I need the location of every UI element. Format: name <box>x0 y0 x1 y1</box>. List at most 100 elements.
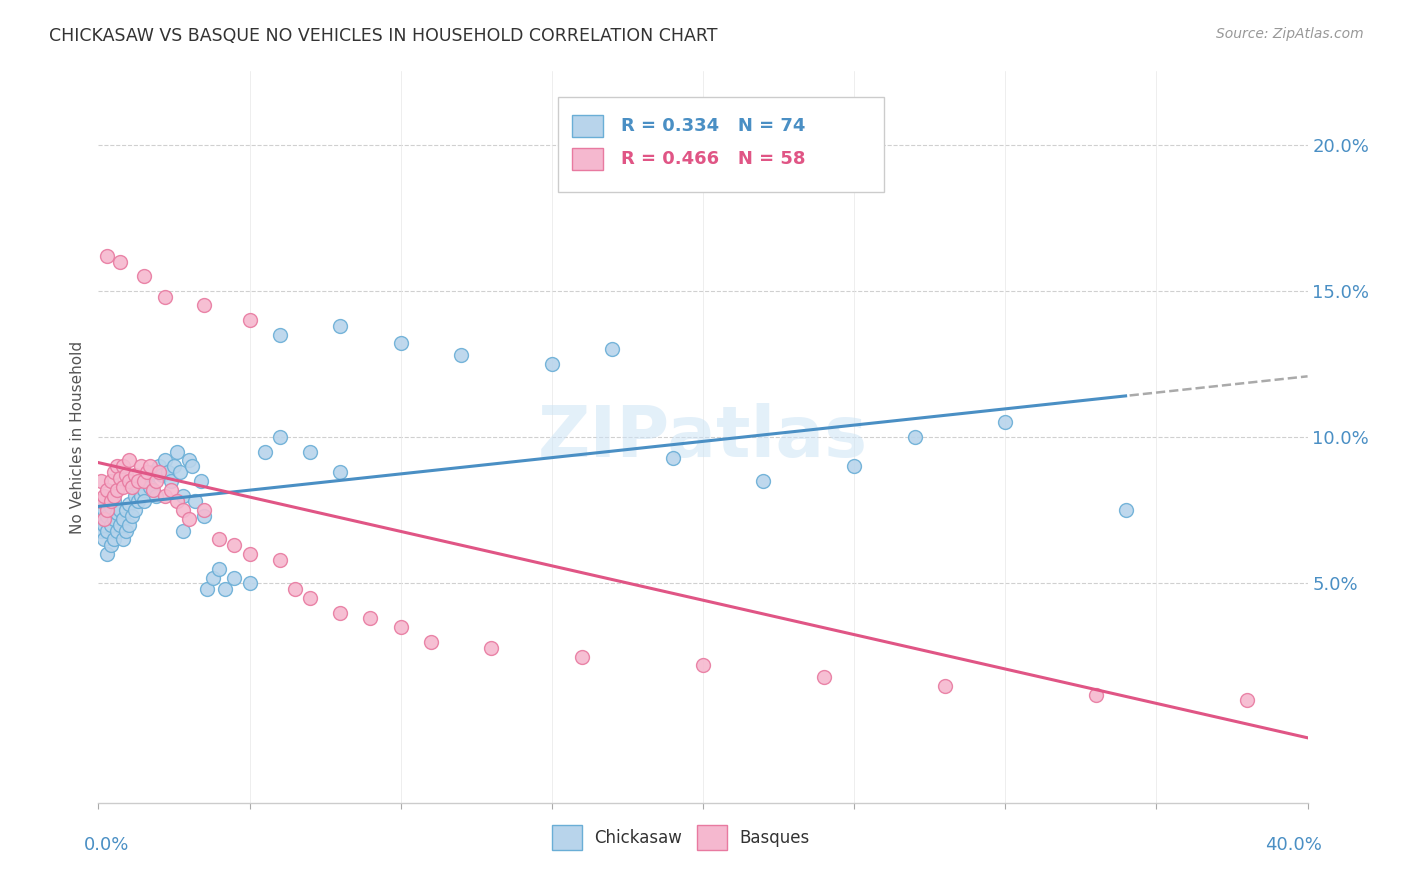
Point <box>127 474 149 488</box>
Point <box>96 483 118 497</box>
Point <box>103 465 125 479</box>
Point <box>389 620 412 634</box>
Point <box>132 483 155 497</box>
Point <box>121 509 143 524</box>
Point <box>844 459 866 474</box>
Point <box>103 489 125 503</box>
Point <box>105 483 128 497</box>
Point <box>1115 503 1137 517</box>
Point <box>139 480 162 494</box>
Point <box>299 444 322 458</box>
Point <box>124 489 146 503</box>
Point <box>145 489 167 503</box>
Point <box>118 517 141 532</box>
Point <box>602 343 624 357</box>
Point <box>103 533 125 547</box>
Point <box>329 606 352 620</box>
Point <box>114 468 136 483</box>
Point <box>1236 693 1258 707</box>
Point <box>269 430 291 444</box>
Point <box>127 480 149 494</box>
Point <box>329 465 352 479</box>
Point <box>93 503 115 517</box>
Point <box>90 524 112 538</box>
Point <box>105 506 128 520</box>
Point <box>121 480 143 494</box>
Point <box>193 503 215 517</box>
Point <box>994 416 1017 430</box>
Point <box>142 483 165 497</box>
Point <box>129 489 152 503</box>
Point <box>100 494 122 508</box>
Point <box>96 503 118 517</box>
Point <box>96 547 118 561</box>
Point <box>661 450 683 465</box>
Point <box>179 512 201 526</box>
Point <box>540 357 562 371</box>
Point <box>224 538 246 552</box>
Point <box>132 269 155 284</box>
Point <box>239 547 262 561</box>
Point <box>93 512 115 526</box>
Point <box>118 474 141 488</box>
Point <box>129 459 152 474</box>
Point <box>389 336 412 351</box>
Point <box>90 494 112 508</box>
Text: CHICKASAW VS BASQUE NO VEHICLES IN HOUSEHOLD CORRELATION CHART: CHICKASAW VS BASQUE NO VEHICLES IN HOUSE… <box>49 27 717 45</box>
FancyBboxPatch shape <box>558 97 884 192</box>
Point <box>124 468 146 483</box>
Text: R = 0.466   N = 58: R = 0.466 N = 58 <box>621 150 806 168</box>
Point <box>100 500 122 515</box>
Point <box>135 474 157 488</box>
Point <box>153 453 176 467</box>
Point <box>202 570 225 584</box>
Point <box>132 474 155 488</box>
Point <box>193 298 215 312</box>
Point <box>195 582 218 597</box>
Point <box>114 503 136 517</box>
Point <box>93 533 115 547</box>
Point <box>124 503 146 517</box>
Point <box>692 131 714 145</box>
Point <box>142 465 165 479</box>
Point <box>132 494 155 508</box>
Point <box>153 489 176 503</box>
Point <box>105 524 128 538</box>
Point <box>160 474 183 488</box>
Y-axis label: No Vehicles in Household: No Vehicles in Household <box>70 341 86 533</box>
Point <box>172 489 194 503</box>
Point <box>752 474 775 488</box>
Point <box>172 524 194 538</box>
Point <box>118 497 141 511</box>
Text: Chickasaw: Chickasaw <box>595 829 682 847</box>
Point <box>127 494 149 508</box>
Point <box>904 430 927 444</box>
Text: 40.0%: 40.0% <box>1265 836 1322 854</box>
Point <box>135 465 157 479</box>
Point <box>239 313 262 327</box>
Point <box>90 512 112 526</box>
Point <box>253 444 276 458</box>
Text: Source: ZipAtlas.com: Source: ZipAtlas.com <box>1216 27 1364 41</box>
Point <box>96 249 118 263</box>
Point <box>329 318 352 333</box>
Point <box>269 327 291 342</box>
Point <box>169 465 191 479</box>
Point <box>150 468 173 483</box>
Point <box>111 512 134 526</box>
Point <box>160 483 183 497</box>
Text: ZIPatlas: ZIPatlas <box>538 402 868 472</box>
Point <box>239 576 262 591</box>
Point <box>934 679 956 693</box>
Point <box>224 570 246 584</box>
Point <box>103 512 125 526</box>
Point <box>208 533 231 547</box>
Point <box>118 453 141 467</box>
Text: 0.0%: 0.0% <box>84 836 129 854</box>
Point <box>90 474 112 488</box>
Point <box>360 611 382 625</box>
Point <box>93 489 115 503</box>
Point <box>153 290 176 304</box>
Point <box>139 459 162 474</box>
Point <box>90 494 112 508</box>
